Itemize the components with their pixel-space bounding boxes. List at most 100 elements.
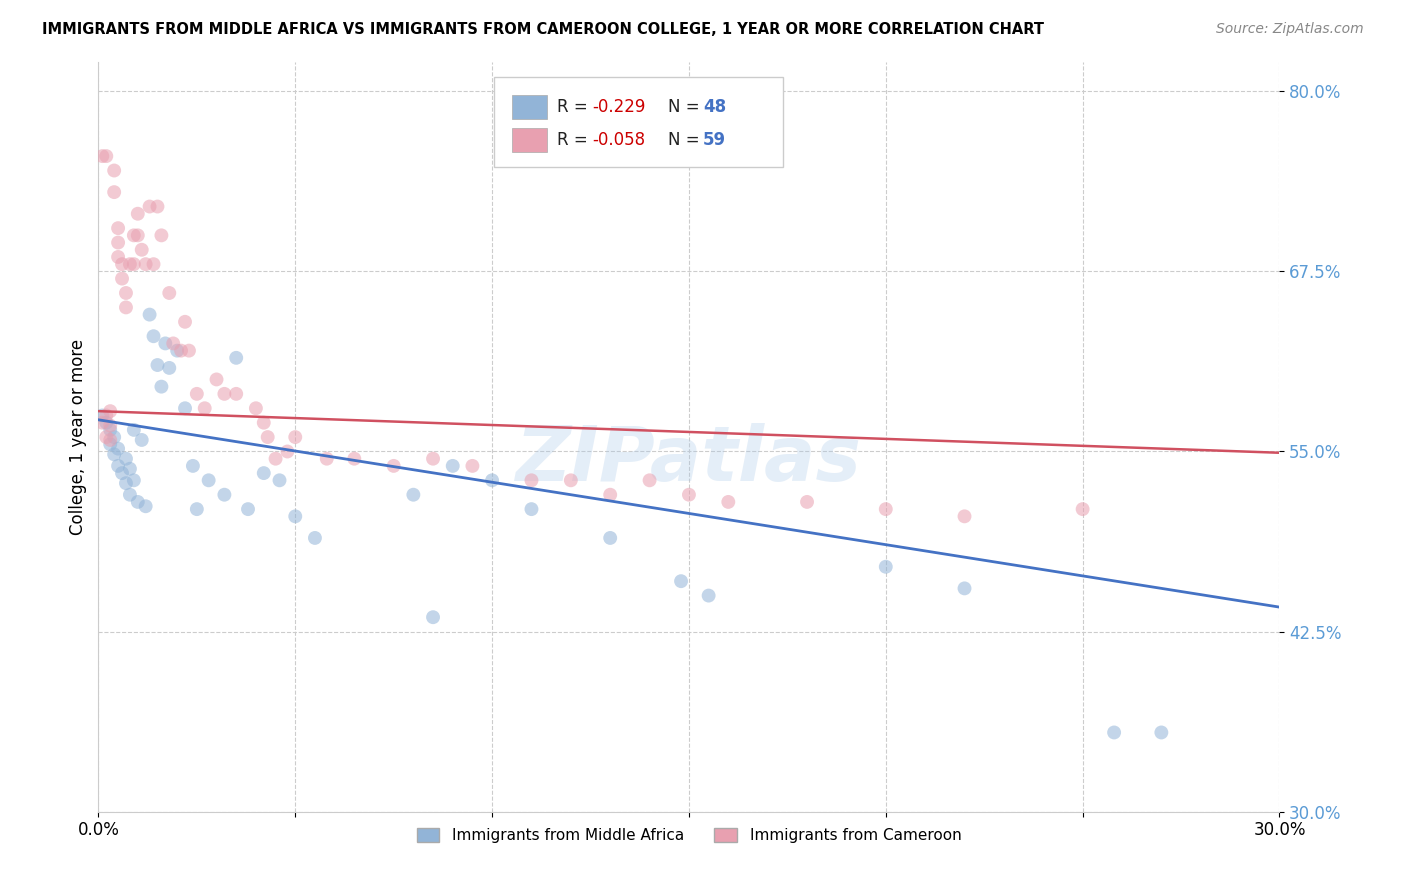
- Point: [205, 372, 228, 386]
- Point: [669, 574, 692, 589]
- Point: [138, 308, 160, 322]
- Point: [118, 488, 141, 502]
- Point: [115, 476, 138, 491]
- Point: [127, 228, 149, 243]
- Point: [142, 329, 165, 343]
- Point: [146, 200, 169, 214]
- Point: [953, 582, 976, 596]
- Point: [264, 451, 287, 466]
- Point: [91, 149, 114, 163]
- Text: ZIPatlas: ZIPatlas: [516, 423, 862, 497]
- Point: [481, 473, 503, 487]
- Point: [103, 430, 125, 444]
- Point: [162, 336, 184, 351]
- Point: [96, 430, 118, 444]
- Text: 48: 48: [703, 97, 727, 116]
- Point: [157, 360, 180, 375]
- Point: [461, 458, 484, 473]
- Point: [166, 343, 188, 358]
- Point: [382, 458, 405, 473]
- Point: [131, 433, 153, 447]
- Point: [315, 451, 337, 466]
- Point: [186, 502, 208, 516]
- Point: [304, 531, 326, 545]
- Point: [284, 509, 307, 524]
- Point: [127, 495, 149, 509]
- Point: [186, 387, 208, 401]
- Point: [194, 401, 217, 416]
- Point: [122, 423, 145, 437]
- Text: 59: 59: [703, 131, 727, 149]
- Point: [678, 488, 700, 502]
- Point: [142, 257, 165, 271]
- Point: [520, 502, 543, 516]
- Point: [150, 379, 173, 393]
- Point: [91, 416, 114, 430]
- Point: [599, 488, 621, 502]
- Text: IMMIGRANTS FROM MIDDLE AFRICA VS IMMIGRANTS FROM CAMEROON COLLEGE, 1 YEAR OR MOR: IMMIGRANTS FROM MIDDLE AFRICA VS IMMIGRA…: [42, 22, 1045, 37]
- Point: [146, 358, 169, 372]
- Point: [111, 257, 134, 271]
- Point: [177, 343, 200, 358]
- Point: [135, 257, 157, 271]
- Point: [875, 559, 897, 574]
- Point: [214, 387, 236, 401]
- Point: [122, 228, 145, 243]
- Point: [118, 257, 141, 271]
- Point: [96, 409, 118, 423]
- Point: [115, 451, 138, 466]
- Point: [107, 442, 129, 456]
- Point: [441, 458, 464, 473]
- Point: [103, 447, 125, 461]
- Point: [174, 401, 197, 416]
- Point: [1150, 725, 1173, 739]
- Point: [422, 451, 444, 466]
- Text: R =: R =: [557, 97, 593, 116]
- Point: [225, 387, 247, 401]
- Point: [1102, 725, 1125, 739]
- Point: [122, 257, 145, 271]
- Point: [225, 351, 247, 365]
- Point: [107, 221, 129, 235]
- Point: [98, 418, 121, 433]
- Point: [127, 207, 149, 221]
- Text: N =: N =: [668, 131, 704, 149]
- Point: [875, 502, 897, 516]
- Text: N =: N =: [668, 97, 704, 116]
- Text: -0.058: -0.058: [592, 131, 645, 149]
- Point: [253, 466, 276, 480]
- Point: [796, 495, 818, 509]
- Point: [953, 509, 976, 524]
- Y-axis label: College, 1 year or more: College, 1 year or more: [69, 339, 87, 535]
- Point: [107, 458, 129, 473]
- Point: [197, 473, 219, 487]
- Point: [155, 336, 177, 351]
- Point: [107, 235, 129, 250]
- Point: [253, 416, 276, 430]
- Point: [181, 458, 204, 473]
- Text: Source: ZipAtlas.com: Source: ZipAtlas.com: [1216, 22, 1364, 37]
- Point: [131, 243, 153, 257]
- Point: [103, 163, 125, 178]
- Point: [103, 185, 125, 199]
- FancyBboxPatch shape: [494, 78, 783, 168]
- Point: [111, 271, 134, 285]
- Point: [717, 495, 740, 509]
- Point: [245, 401, 267, 416]
- Point: [98, 433, 121, 447]
- Point: [520, 473, 543, 487]
- Point: [422, 610, 444, 624]
- Point: [111, 466, 134, 480]
- Text: -0.229: -0.229: [592, 97, 645, 116]
- Point: [276, 444, 298, 458]
- Point: [343, 451, 366, 466]
- FancyBboxPatch shape: [512, 128, 547, 153]
- Point: [91, 409, 114, 423]
- Point: [98, 423, 121, 437]
- Point: [115, 285, 138, 300]
- Point: [96, 149, 118, 163]
- Point: [157, 285, 180, 300]
- Point: [170, 343, 193, 358]
- Text: R =: R =: [557, 131, 593, 149]
- Point: [98, 404, 121, 418]
